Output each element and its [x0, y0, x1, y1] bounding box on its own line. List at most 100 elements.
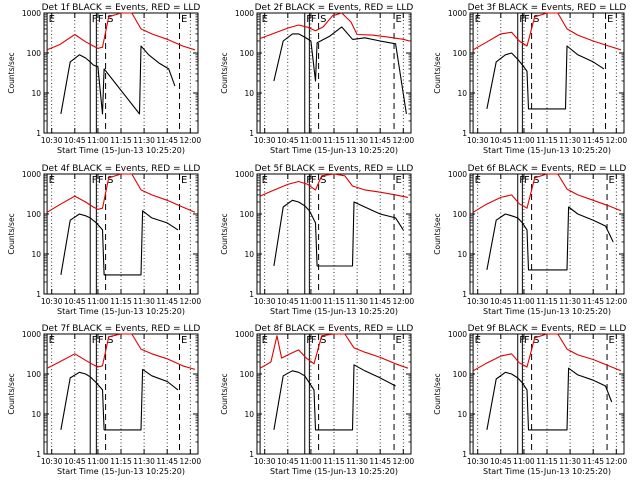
event-marker-label: E: [396, 175, 402, 186]
x-tick-label: 11:30: [346, 136, 368, 145]
x-tick-label: 11:30: [133, 136, 155, 145]
lld-series-line: [472, 333, 622, 372]
y-tick-label: 1000: [448, 9, 467, 18]
event-marker-label: F: [92, 175, 98, 186]
x-tick-label: 10:45: [64, 297, 86, 306]
x-tick-label: 11:00: [87, 136, 109, 145]
lld-series-line: [472, 173, 622, 213]
x-tick-label: 10:30: [41, 297, 63, 306]
panel-title: Det 5f BLACK = Events, RED = LLD: [255, 164, 414, 174]
event-marker-label: F: [92, 335, 98, 346]
x-tick-label: 10:45: [490, 297, 512, 306]
detector-panel: Det 3f BLACK = Events, RED = LLD Counts/s…: [433, 3, 627, 155]
x-tick-label: 11:15: [110, 297, 132, 306]
y-tick-label: 1: [462, 450, 467, 459]
panel-title: Det 4f BLACK = Events, RED = LLD: [42, 164, 201, 174]
detector-panel: Det 1f BLACK = Events, RED = LLD Counts/s…: [7, 3, 201, 155]
panel-title: Det 9f BLACK = Events, RED = LLD: [468, 324, 627, 334]
events-series-line: [273, 26, 407, 114]
lld-series-line: [46, 12, 196, 51]
event-marker-label: S: [107, 335, 113, 346]
x-tick-label: 12:00: [179, 457, 201, 466]
y-tick-label: 1: [36, 290, 41, 299]
event-marker-label: F: [311, 335, 317, 346]
x-tick-label: 12:00: [605, 136, 627, 145]
event-marker-label: S: [320, 175, 326, 186]
x-tick-label: 12:00: [392, 297, 414, 306]
events-series-line: [273, 199, 404, 267]
event-marker-label: E: [609, 175, 615, 186]
x-tick-label: 10:45: [277, 297, 299, 306]
event-marker-label: E: [396, 335, 402, 346]
x-tick-label: 11:45: [156, 136, 178, 145]
panel-title: Det 1f BLACK = Events, RED = LLD: [42, 3, 201, 13]
event-marker-label: F: [311, 175, 317, 186]
y-tick-label: 1000: [235, 330, 254, 339]
x-tick-label: 11:00: [300, 297, 322, 306]
x-tick-label: 11:45: [582, 136, 604, 145]
detector-panel: Det 2f BLACK = Events, RED = LLD Counts/s…: [220, 3, 414, 155]
y-tick-label: 1000: [235, 9, 254, 18]
detector-panel: Det 9f BLACK = Events, RED = LLD Counts/s…: [433, 324, 627, 476]
x-tick-label: 11:00: [300, 457, 322, 466]
event-marker-label: E: [475, 14, 481, 25]
x-tick-label: 11:00: [513, 457, 535, 466]
x-tick-label: 11:15: [323, 457, 345, 466]
x-axis-label: Start Time (15-Jun-13 10:25:20): [483, 146, 611, 155]
x-tick-label: 11:00: [300, 136, 322, 145]
detector-panel: Det 6f BLACK = Events, RED = LLD Counts/s…: [433, 164, 627, 316]
y-tick-label: 100: [240, 49, 255, 58]
x-tick-label: 12:00: [179, 136, 201, 145]
x-tick-label: 10:30: [467, 136, 489, 145]
lld-series-line: [46, 333, 196, 370]
y-tick-label: 10: [457, 250, 467, 259]
event-marker-label: E: [49, 14, 55, 25]
event-marker-label: F: [524, 335, 530, 346]
events-series-line: [486, 367, 613, 431]
x-tick-label: 11:30: [559, 297, 581, 306]
x-tick-label: 11:45: [582, 297, 604, 306]
event-marker-label: F: [98, 175, 104, 186]
x-tick-label: 10:45: [490, 136, 512, 145]
event-marker-label: E: [49, 335, 55, 346]
x-tick-label: 11:30: [346, 297, 368, 306]
lld-series-line: [472, 12, 622, 51]
x-axis-label: Start Time (15-Jun-13 10:25:20): [57, 307, 185, 316]
event-marker-label: F: [311, 14, 317, 25]
y-tick-label: 1000: [22, 330, 41, 339]
event-marker-label: S: [533, 14, 539, 25]
y-axis-label: Counts/sec: [433, 213, 442, 254]
x-tick-label: 11:45: [369, 297, 391, 306]
y-tick-label: 1: [36, 129, 41, 138]
x-tick-label: 12:00: [605, 297, 627, 306]
y-tick-label: 100: [453, 210, 468, 219]
y-axis-label: Counts/sec: [433, 52, 442, 93]
panel-title: Det 2f BLACK = Events, RED = LLD: [255, 3, 414, 13]
y-tick-label: 1000: [448, 170, 467, 179]
panel-title: Det 8f BLACK = Events, RED = LLD: [255, 324, 414, 334]
y-tick-label: 10: [457, 89, 467, 98]
y-axis-label: Counts/sec: [7, 213, 16, 254]
event-marker-label: S: [107, 14, 113, 25]
x-tick-label: 11:45: [369, 457, 391, 466]
detector-panel: Det 8f BLACK = Events, RED = LLD Counts/s…: [220, 324, 414, 476]
lld-series-line: [46, 173, 196, 213]
x-tick-label: 11:15: [110, 457, 132, 466]
x-tick-label: 10:45: [64, 136, 86, 145]
event-marker-label: S: [533, 175, 539, 186]
x-tick-label: 10:30: [254, 136, 276, 145]
y-axis-label: Counts/sec: [220, 373, 229, 414]
y-tick-label: 100: [27, 210, 42, 219]
x-tick-label: 11:15: [536, 297, 558, 306]
y-tick-label: 10: [244, 250, 254, 259]
y-tick-label: 1: [249, 129, 254, 138]
event-marker-label: S: [533, 335, 539, 346]
x-tick-label: 12:00: [392, 457, 414, 466]
x-tick-label: 11:15: [323, 136, 345, 145]
event-marker-label: E: [396, 14, 402, 25]
event-marker-label: E: [475, 175, 481, 186]
x-axis-label: Start Time (15-Jun-13 10:25:20): [57, 467, 185, 476]
x-tick-label: 11:00: [513, 297, 535, 306]
event-marker-label: F: [98, 335, 104, 346]
